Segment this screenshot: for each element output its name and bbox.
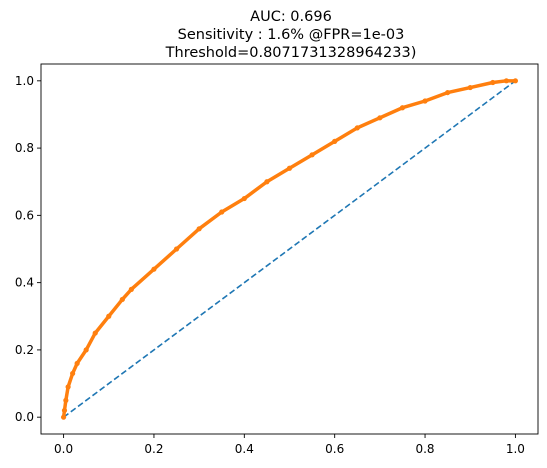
- y-tick-label: 1.0: [15, 74, 34, 88]
- roc-point: [63, 397, 69, 403]
- roc-point: [286, 165, 293, 171]
- x-tick-label: 0.4: [235, 442, 254, 456]
- roc-point: [74, 360, 80, 366]
- x-tick-label: 0.2: [144, 442, 163, 456]
- roc-point: [422, 98, 428, 104]
- roc-point: [119, 296, 125, 303]
- title-line-2: Sensitivity : 1.6% @FPR=1e-03: [178, 27, 405, 43]
- axis-layer: 0.0 0.2 0.4 0.6 0.8 1.0 0.0 0.2 0.4 0.6 0.8 1.0: [15, 74, 525, 456]
- series-layer: [60, 78, 519, 420]
- roc-point: [445, 89, 451, 96]
- roc-point: [151, 266, 157, 272]
- chart-title: AUC: 0.696 Sensitivity : 1.6% @FPR=1e-03…: [165, 9, 417, 61]
- x-tick-label: 1.0: [506, 442, 525, 456]
- roc-point: [377, 115, 383, 121]
- roc-point: [354, 125, 360, 131]
- roc-point: [61, 407, 68, 414]
- roc-point: [241, 195, 247, 202]
- roc-point: [219, 209, 225, 215]
- y-tick-label: 0.0: [15, 410, 34, 424]
- roc-point: [512, 78, 519, 84]
- plot-frame: [40, 63, 539, 435]
- roc-point: [309, 152, 315, 158]
- y-tick-label: 0.2: [15, 343, 34, 357]
- roc-point: [264, 179, 270, 185]
- roc-point: [503, 78, 509, 84]
- roc-point: [106, 313, 112, 319]
- y-tick-label: 0.6: [15, 208, 34, 222]
- x-tick-label: 0.8: [415, 442, 434, 456]
- y-tick-label: 0.8: [15, 141, 34, 155]
- y-tick-label: 0.4: [15, 276, 34, 290]
- roc-point: [92, 330, 98, 336]
- roc-point: [65, 384, 71, 390]
- roc-point: [60, 414, 67, 420]
- diagonal-reference-line: [63, 80, 516, 418]
- x-tick-label: 0.6: [325, 442, 344, 456]
- roc-point: [173, 246, 180, 252]
- roc-point: [490, 79, 496, 86]
- roc-point: [332, 138, 338, 144]
- roc-point: [467, 84, 473, 91]
- roc-point: [83, 347, 89, 353]
- x-tick-label: 0.0: [54, 442, 73, 456]
- title-line-3: Threshold=0.8071731328964233): [165, 45, 417, 61]
- roc-point: [196, 226, 202, 232]
- roc-point: [70, 370, 76, 377]
- roc-point: [399, 105, 406, 111]
- title-line-1: AUC: 0.696: [250, 9, 332, 25]
- roc-point: [128, 286, 134, 292]
